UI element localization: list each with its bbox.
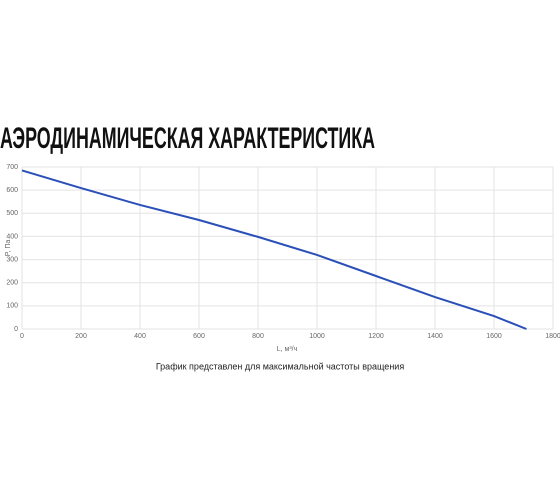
chart-title: АЭРОДИНАМИЧЕСКАЯ ХАРАКТЕРИСТИКА [0,122,375,155]
y-tick-label: 100 [6,303,18,310]
y-tick-label: 0 [14,326,18,333]
y-tick-label: 300 [6,256,18,263]
x-tick-label: 1400 [427,333,443,340]
x-tick-label: 600 [193,333,205,340]
y-tick-label: 700 [6,164,18,171]
y-axis-label: P, Па [5,240,12,257]
x-tick-label: 800 [252,333,264,340]
caption: График представлен для максимальной част… [156,361,405,371]
x-tick-label: 1800 [545,333,560,340]
y-tick-label: 200 [6,280,18,287]
y-tick-label: 600 [6,187,18,194]
y-tick-label: 400 [6,233,18,240]
x-tick-label: 1000 [309,333,325,340]
x-tick-label: 1200 [368,333,384,340]
y-tick-label: 500 [6,210,18,217]
x-tick-label: 0 [20,333,24,340]
x-tick-label: 400 [134,333,146,340]
x-tick-label: 1600 [486,333,502,340]
x-axis-label: L, м³/ч [277,346,298,353]
x-tick-label: 200 [75,333,87,340]
line-series [21,169,527,330]
